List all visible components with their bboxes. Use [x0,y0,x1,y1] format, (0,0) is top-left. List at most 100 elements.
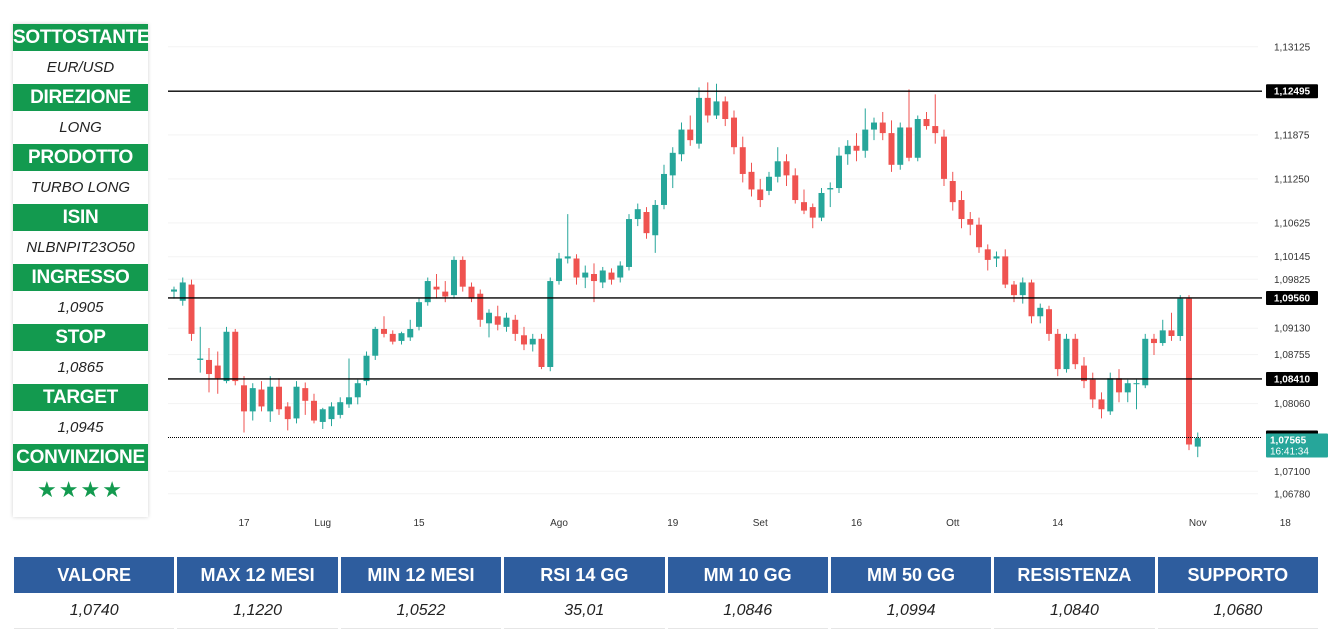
candle-body [1037,307,1044,317]
candle-body [582,272,589,278]
candle-body [521,335,527,345]
candle-body [993,256,1000,259]
candle-body [372,328,379,356]
candle-body [538,338,545,367]
candle-body [223,331,230,382]
candle-body [1124,383,1131,393]
info-row-product: PRODOTTO TURBO LONG [13,144,148,204]
stat-support: SUPPORTO 1,0680 [1157,557,1318,629]
candle-body [617,265,624,278]
info-row-isin: ISIN NLBNPIT23O50 [13,204,148,264]
candle-body [678,129,685,155]
y-tick-label: 1,10625 [1274,218,1311,229]
candle-body [302,388,309,401]
candle-body [556,258,562,282]
candle-body [704,97,711,116]
candle-body [398,333,405,341]
candle-body [949,181,956,203]
direction-value: LONG [59,119,102,136]
candle-body [801,202,807,211]
candle-body [311,400,317,421]
candle-body [267,386,274,412]
y-tick-label: 1,11875 [1274,130,1310,141]
candle-body [284,406,291,420]
stat-mm-10: MM 10 GG 1,0846 [667,557,828,629]
candle-body [958,200,965,220]
candle-body [354,383,361,398]
candle-body [643,212,650,234]
y-tick-label: 1,10145 [1274,252,1311,263]
candle-body [512,319,519,334]
stat-resistance: RESISTENZA 1,0840 [994,557,1155,629]
candle-body [591,274,597,282]
candle-body [809,207,816,218]
candle-body [1054,333,1061,370]
y-tick-label: 1,06780 [1274,489,1311,500]
candle-body [416,302,422,327]
candle-body [328,406,335,420]
level-badge [1266,371,1318,386]
stat-header: MM 10 GG [667,557,828,593]
y-tick-label: 1,09130 [1274,324,1311,335]
info-row-target: TARGET 1,0945 [13,384,148,444]
candle-body [529,338,536,345]
stat-header: VALORE [14,557,175,593]
candle-body [363,355,370,382]
candle-body [1081,365,1087,382]
candle-body [503,317,510,327]
candle-body [276,386,282,410]
candle-body [451,259,457,296]
candle-body [1072,338,1079,365]
candle-body [827,188,834,190]
candle-body [634,209,641,220]
candle-body [459,259,466,287]
conviction-label: CONVINZIONE [13,444,148,471]
candle-body [774,161,781,177]
candle-body [1019,282,1026,296]
candle-body [206,359,212,375]
stat-max-12m: MAX 12 MESI 1,1220 [177,557,338,629]
candle-body [1089,379,1096,400]
candle-body [1133,383,1140,385]
candle-body [179,282,186,301]
info-row-stop: STOP 1,0865 [13,324,148,384]
candle-body [661,173,667,205]
candle-body [442,291,449,297]
candles-group [171,82,1201,458]
conviction-star-icons: ★★★★ [37,477,124,502]
target-label: TARGET [13,384,148,411]
level-badge-text: 1,12495 [1274,87,1311,98]
stat-cell: 1,0846 [667,593,828,629]
stat-rsi-14: RSI 14 GG 35,01 [504,557,665,629]
candle-body [687,129,694,141]
candle-body [923,119,930,127]
info-row-direction: DIREZIONE LONG [13,84,148,144]
direction-label: DIREZIONE [13,84,148,111]
x-tick-label: 19 [667,518,679,529]
candle-body [171,289,177,292]
info-row-conviction: CONVINZIONE ★★★★ [13,444,148,508]
level-badge [1266,290,1318,305]
candle-body [914,119,921,158]
candle-body [739,147,746,174]
y-tick-label: 1,13125 [1274,42,1311,53]
candle-body [1194,438,1201,447]
candle-body [346,397,352,405]
candle-body [1107,378,1114,412]
candle-body [1028,282,1035,317]
candle-body [424,281,431,303]
stat-header: SUPPORTO [1157,557,1318,593]
candle-body [792,175,799,201]
info-row-entry: INGRESSO 1,0905 [13,264,148,324]
candle-body [879,122,886,134]
stats-table: VALORE 1,0740 MAX 12 MESI 1,1220 MIN 12 … [14,557,1318,629]
stat-header: RSI 14 GG [504,557,665,593]
candlestick-chart-svg: 1,13125 1,11875 1,11250 1,10625 1,10145 1,098… [168,42,1328,529]
candle-body [407,328,414,338]
candle-body [232,331,239,382]
stat-mm-50: MM 50 GG 1,0994 [830,557,992,629]
candle-body [731,117,737,148]
candle-body [573,258,580,278]
candle-body [564,256,571,259]
product-label: PRODOTTO [13,144,148,171]
